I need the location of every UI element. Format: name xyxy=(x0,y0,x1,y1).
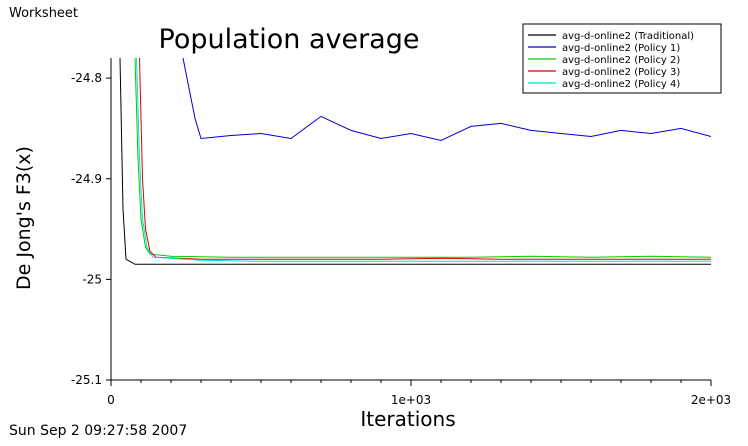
legend-entry: avg-d-online2 (Policy 3) xyxy=(562,67,680,78)
timestamp: Sun Sep 2 09:27:58 2007 xyxy=(9,423,188,439)
legend: avg-d-online2 (Traditional)avg-d-online2… xyxy=(522,23,722,94)
y-tick-label: -25.1 xyxy=(71,373,102,387)
y-ticks: -24.8 -24.9 -25 -25.1 xyxy=(71,71,111,387)
series-line-1 xyxy=(119,58,711,265)
plot-lines xyxy=(119,58,711,265)
chart-title: Population average xyxy=(159,24,420,55)
x-tick-label: 0 xyxy=(107,393,115,407)
y-axis-label: De Jong's F3(x) xyxy=(13,146,35,290)
series-line-2 xyxy=(182,58,711,142)
series-line-5 xyxy=(136,58,711,262)
series-line-4 xyxy=(139,58,711,260)
series-line-3 xyxy=(134,58,711,258)
legend-entry: avg-d-online2 (Traditional) xyxy=(562,31,694,42)
y-tick-label: -25 xyxy=(82,272,102,286)
legend-entry: avg-d-online2 (Policy 2) xyxy=(562,55,680,66)
y-tick-label: -24.9 xyxy=(71,172,102,186)
x-axis-label: Iterations xyxy=(360,407,455,431)
x-tick-label: 1e+03 xyxy=(391,393,431,407)
y-tick-label: -24.8 xyxy=(71,71,102,85)
legend-entry: avg-d-online2 (Policy 1) xyxy=(562,43,680,54)
legend-entry: avg-d-online2 (Policy 4) xyxy=(562,79,680,90)
x-tick-label: 2e+03 xyxy=(691,393,731,407)
x-ticks: 0 1e+03 2e+03 xyxy=(107,380,731,407)
worksheet-label: Worksheet xyxy=(9,6,79,21)
